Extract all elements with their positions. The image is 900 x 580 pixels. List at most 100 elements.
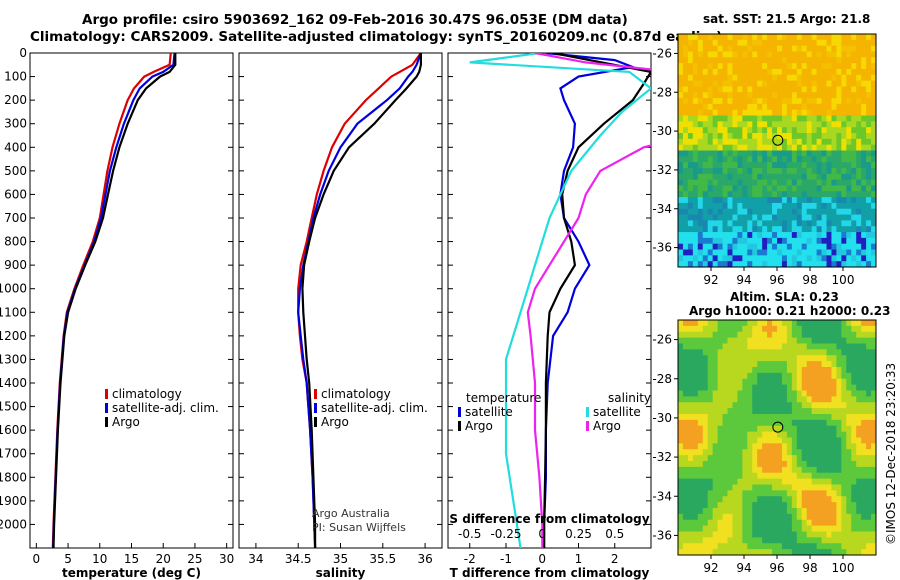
sst-map-cell: [702, 63, 709, 70]
sst-map-cell: [742, 51, 748, 58]
sst-map-cell: [712, 74, 719, 82]
sla-map-cell: [781, 513, 788, 521]
sla-map-cell: [821, 490, 827, 497]
sla-map-cell: [811, 361, 818, 368]
sla-map-cell: [871, 408, 877, 415]
sla-map-cell: [777, 437, 783, 444]
sla-map-cell: [846, 496, 852, 503]
sst-map-cell: [856, 115, 862, 122]
sst-map-cell: [871, 202, 877, 210]
sla-map-cell: [682, 431, 689, 439]
sst-map-cell: [712, 138, 719, 146]
sst-map-cell: [796, 150, 803, 157]
sst-map-cell: [722, 214, 728, 221]
sla-map-cell: [836, 343, 842, 350]
sst-map-cell: [826, 202, 832, 210]
sla-map-cell: [801, 414, 808, 421]
sst-map-cell: [861, 261, 867, 268]
sla-map-cell: [752, 325, 758, 333]
sst-map-cell: [757, 127, 763, 134]
sla-map-cell: [772, 355, 778, 362]
sst-map-cell: [821, 74, 827, 82]
sla-map-cell: [816, 408, 823, 415]
sla-map-cell: [702, 496, 709, 503]
sla-map-cell: [752, 419, 758, 427]
sla-map-cell: [781, 466, 788, 474]
sst-map-cell: [841, 173, 847, 181]
sla-map-cell: [737, 372, 743, 380]
sla-map-cell: [781, 372, 788, 380]
sla-map-cell: [767, 320, 773, 327]
sst-map-cell: [791, 98, 798, 105]
sst-map-cell: [722, 51, 728, 58]
sst-map-cell: [772, 63, 778, 70]
sla-map-cell: [866, 496, 872, 503]
sla-map-cell: [781, 349, 788, 356]
sst-map-cell: [866, 255, 872, 262]
sla-map-cell: [682, 549, 689, 556]
sst-map-cell: [687, 138, 694, 146]
sla-map-cell: [777, 431, 783, 439]
sla-map-cell: [791, 431, 798, 439]
sst-map-cell: [692, 214, 699, 221]
sst-map-cell: [851, 115, 857, 122]
sst-map-cell: [836, 74, 842, 82]
sst-map-cell: [816, 156, 823, 163]
sla-map-cell: [707, 525, 714, 533]
sla-map-cell: [732, 390, 738, 397]
sla-map-cell: [786, 437, 793, 444]
sst-map-cell: [687, 191, 694, 198]
sla-map-cell: [821, 367, 827, 374]
depth-tick-label: 1100: [0, 305, 27, 319]
sst-map-cell: [687, 127, 694, 134]
sla-map-cell: [856, 525, 862, 533]
sst-map-cell: [717, 249, 724, 256]
sst-map-cell: [772, 138, 778, 146]
sst-map-cell: [777, 138, 783, 146]
sla-map-cell: [752, 437, 758, 444]
sst-map-cell: [811, 202, 818, 210]
sst-map-cell: [747, 202, 753, 210]
sst-map-cell: [747, 51, 753, 58]
sla-map-cell: [722, 425, 728, 433]
sla-map-cell: [801, 431, 808, 439]
x-tick-label-salinity: 36: [417, 552, 432, 566]
sla-map-cell: [851, 478, 857, 486]
sla-map-cell: [777, 537, 783, 544]
sla-map-cell: [801, 396, 808, 403]
sla-map-cell: [801, 390, 808, 397]
sst-map-cell: [861, 237, 867, 245]
sla-map-cell: [821, 508, 827, 515]
sst-map-cell: [821, 34, 827, 41]
sst-map-cell: [712, 63, 719, 70]
sla-map-cell: [806, 349, 813, 356]
sst-map-cell: [777, 86, 783, 93]
sst-map-cell: [717, 98, 724, 105]
sla-map-cell: [821, 443, 827, 450]
depth-tick-label: 600: [4, 187, 27, 201]
sla-map-cell: [806, 549, 813, 556]
sla-map-cell: [796, 443, 803, 450]
sla-map-cell: [762, 384, 768, 392]
sst-map-cell: [722, 127, 728, 134]
sla-map-cell: [762, 525, 768, 533]
sst-map-cell: [861, 144, 867, 152]
sst-map-cell: [692, 45, 699, 52]
sst-map-cell: [866, 214, 872, 221]
sst-map-cell: [697, 232, 704, 239]
sst-map-cell: [801, 202, 808, 210]
sst-map-cell: [722, 133, 728, 140]
sla-map-cell: [727, 378, 733, 386]
sla-map-cell: [806, 378, 813, 386]
sla-map-cell: [806, 331, 813, 339]
sst-map-cell: [682, 220, 689, 227]
sla-map-cell: [772, 502, 778, 509]
sst-map-cell: [697, 103, 704, 111]
sst-map-cell: [826, 237, 832, 245]
sst-map-cell: [737, 63, 743, 70]
sla-map-cell: [777, 484, 783, 491]
sst-map-cell: [732, 98, 738, 105]
sst-map-cell: [871, 214, 877, 221]
sla-map-cell: [772, 372, 778, 380]
sst-map-cell: [866, 121, 872, 128]
